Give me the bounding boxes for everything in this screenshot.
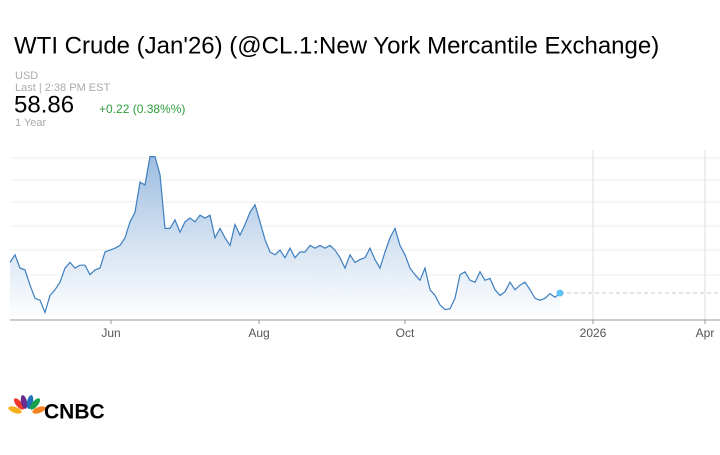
area: [10, 156, 560, 320]
feather: [8, 406, 22, 414]
logo-mark: [8, 395, 46, 414]
feather: [32, 406, 46, 414]
price-line: [9, 156, 561, 315]
x-tick-label: Apr: [696, 326, 715, 340]
price: 58.86: [14, 91, 74, 118]
x-tick-label: 2026: [580, 326, 607, 340]
last-time: Last | 2:38 PM EST: [15, 82, 110, 94]
feather: [29, 398, 41, 410]
feather: [13, 398, 25, 410]
feather: [20, 395, 28, 409]
grid: [10, 157, 720, 276]
chart-title: WTI Crude (Jan'26) (@CL.1:New York Merca…: [14, 32, 659, 59]
x-tick-label: Oct: [396, 326, 415, 340]
last-point: [556, 289, 564, 297]
logo-text: CNBC: [44, 401, 105, 424]
price-change: +0.22 (0.38%%): [99, 102, 185, 116]
x-tick-label: Aug: [248, 326, 269, 340]
range: 1 Year: [15, 117, 47, 129]
currency: USD: [15, 70, 38, 82]
x-tick-label: Jun: [101, 326, 120, 340]
